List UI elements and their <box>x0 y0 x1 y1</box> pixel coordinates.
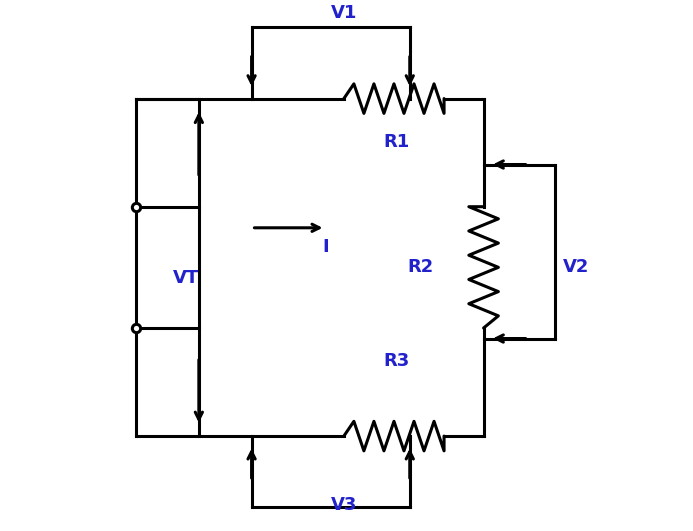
Text: VT: VT <box>173 269 199 287</box>
Text: V2: V2 <box>563 259 589 276</box>
Text: V3: V3 <box>331 496 357 514</box>
Text: I: I <box>322 238 328 256</box>
Text: R3: R3 <box>383 352 410 370</box>
Text: R2: R2 <box>407 259 434 276</box>
Text: V1: V1 <box>331 4 357 22</box>
Text: R1: R1 <box>383 133 410 151</box>
